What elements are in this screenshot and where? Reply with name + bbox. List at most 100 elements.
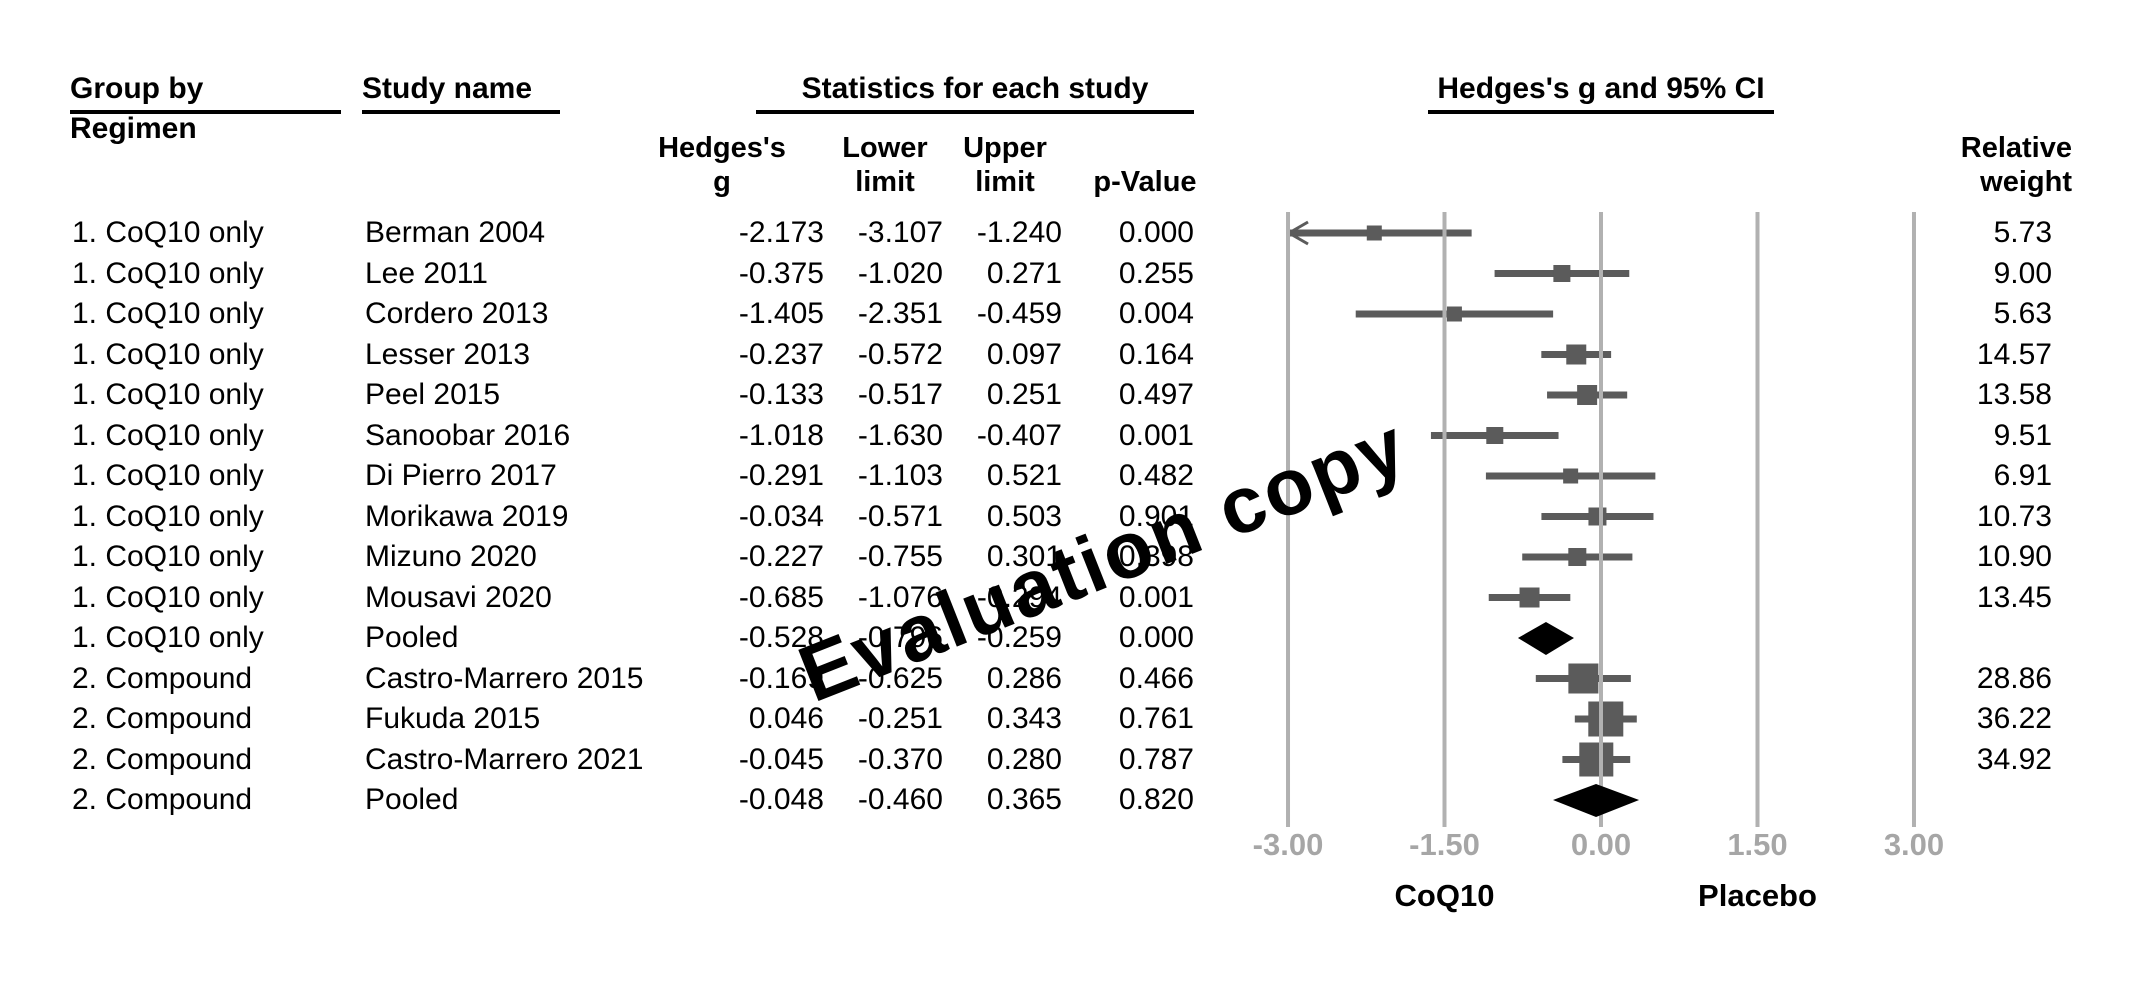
group-cell: 1. CoQ10 only: [72, 337, 264, 371]
lower-limit-cell: -1.076: [857, 580, 943, 614]
p-value-cell: 0.901: [1118, 499, 1194, 533]
relative-weight-cell: 34.92: [1976, 742, 2052, 776]
lower-limit-cell: -0.517: [857, 378, 943, 411]
upper-limit-cell: -1.240: [976, 216, 1062, 249]
hedges-g-cell: -0.034: [738, 499, 824, 533]
upper-limit-cell: 0.251: [986, 378, 1062, 411]
effect-square: [1568, 663, 1599, 694]
effect-square: [1566, 344, 1587, 365]
statistics-label: Statistics for each study: [801, 72, 1149, 105]
relative-weight-column-header: Relative weight: [1912, 131, 2072, 199]
hedges-line1: Hedges's: [658, 132, 786, 164]
group-cell: 1. CoQ10 only: [72, 621, 264, 654]
study-cell: Mousavi 2020: [365, 580, 552, 614]
upper-limit-cell: 0.365: [986, 783, 1062, 816]
group-cell: 1. CoQ10 only: [72, 459, 264, 492]
upper-line2: limit: [975, 166, 1035, 198]
lower-line1: Lower: [842, 132, 928, 164]
relative-weight-cell: 14.57: [1976, 337, 2052, 371]
upper-limit-cell: 0.521: [986, 459, 1062, 492]
hedges-g-cell: 0.046: [748, 702, 824, 735]
hedges-g-cell: -0.133: [738, 378, 824, 411]
upper-limit-cell: 0.503: [986, 499, 1062, 533]
study-cell: Berman 2004: [365, 216, 546, 249]
group-cell: 2. Compound: [72, 661, 253, 695]
lower-limit-cell: -3.107: [857, 216, 943, 249]
relative-weight-cell: 9.51: [1993, 418, 2052, 452]
group-cell: 1. CoQ10 only: [72, 418, 264, 452]
p-value-cell: 0.255: [1118, 256, 1194, 290]
hedges-g-cell: -0.291: [738, 459, 824, 492]
effect-square: [1588, 701, 1624, 737]
upper-limit-cell: -0.407: [976, 418, 1062, 452]
p-value-cell: 0.787: [1118, 742, 1194, 776]
study-name-header: Study name: [362, 72, 560, 114]
lower-limit-cell: -1.103: [857, 459, 943, 492]
study-cell: Morikawa 2019: [365, 499, 569, 533]
relative-weight-cell: 10.73: [1976, 499, 2052, 533]
hedges-g-cell: -0.045: [738, 742, 824, 776]
axis-tick-label: -3.00: [1253, 827, 1324, 862]
study-cell: Lee 2011: [365, 256, 488, 290]
upper-limit-cell: 0.280: [986, 742, 1062, 776]
axis-tick-label: -1.50: [1409, 827, 1480, 862]
p-value-cell: 0.466: [1118, 661, 1194, 695]
relative-weight-cell: 10.90: [1976, 540, 2052, 573]
study-name-label: Study name: [362, 72, 533, 105]
lower-limit-cell: -0.460: [857, 783, 943, 816]
group-cell: 1. CoQ10 only: [72, 256, 264, 290]
group-by-label: Group by: [70, 72, 204, 105]
relative-line2: weight: [1980, 166, 2072, 198]
effect-square: [1579, 742, 1614, 777]
study-cell: Castro-Marrero 2021: [365, 742, 644, 776]
effect-square: [1588, 507, 1607, 526]
study-cell: Cordero 2013: [365, 297, 549, 330]
hedges-g-cell: -0.237: [738, 337, 824, 371]
hedges-g-cell: -0.048: [738, 783, 824, 816]
effect-square: [1553, 265, 1571, 282]
upper-limit-cell: -0.459: [976, 297, 1062, 330]
upper-limit-cell: 0.271: [986, 256, 1062, 290]
study-cell: Lesser 2013: [365, 337, 531, 371]
p-value-cell: 0.001: [1118, 580, 1194, 614]
hedges-g-cell: -1.018: [738, 418, 824, 452]
lower-limit-cell: -0.571: [857, 499, 943, 533]
hedges-g-cell: -2.173: [738, 216, 824, 249]
group-cell: 2. Compound: [72, 783, 253, 816]
lower-limit-cell: -1.020: [857, 256, 943, 290]
p-value-cell: 0.164: [1118, 337, 1194, 371]
study-cell: Pooled: [365, 621, 459, 654]
effect-square: [1446, 306, 1462, 322]
study-cell: Mizuno 2020: [365, 540, 537, 573]
p-value-cell: 0.820: [1118, 783, 1194, 816]
pooled-diamond: [1517, 622, 1574, 655]
hedges-g-cell: -0.375: [738, 256, 824, 290]
upper-line1: Upper: [963, 132, 1047, 164]
favours-right-label: Placebo: [1698, 878, 1817, 913]
axis-tick-label: 3.00: [1884, 827, 1944, 862]
p-value-cell: 0.004: [1118, 297, 1194, 330]
lower-limit-cell: -0.572: [857, 337, 943, 371]
p-value-cell: 0.497: [1118, 378, 1194, 411]
lower-limit-column-header: Lower limit: [815, 131, 955, 199]
hedges-g-cell: -0.227: [738, 540, 824, 573]
relative-weight-cell: 9.00: [1993, 256, 2052, 290]
upper-limit-cell: 0.097: [986, 337, 1062, 371]
relative-weight-cell: 36.22: [1976, 702, 2052, 735]
relative-weight-cell: 13.58: [1976, 378, 2052, 411]
effect-square: [1577, 385, 1598, 405]
regimen-header: Regimen: [70, 112, 197, 145]
study-cell: Di Pierro 2017: [365, 459, 557, 492]
p-value-cell: 0.000: [1118, 621, 1194, 654]
hedges-g-cell: -0.685: [738, 580, 824, 614]
lower-limit-cell: -0.370: [857, 742, 943, 776]
group-cell: 2. Compound: [72, 742, 253, 776]
relative-weight-cell: 6.91: [1993, 459, 2052, 492]
ci-label: Hedges's g and 95% CI: [1437, 72, 1765, 105]
effect-square: [1366, 225, 1382, 241]
effect-square: [1568, 548, 1587, 566]
lower-line2: limit: [855, 166, 915, 198]
